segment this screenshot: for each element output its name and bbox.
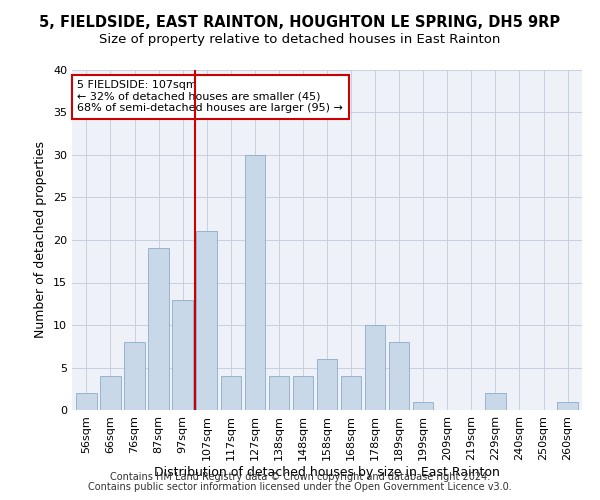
Bar xyxy=(148,248,169,410)
Bar xyxy=(341,376,361,410)
Bar xyxy=(293,376,313,410)
Bar xyxy=(172,300,193,410)
Text: Size of property relative to detached houses in East Rainton: Size of property relative to detached ho… xyxy=(100,32,500,46)
Bar xyxy=(413,402,433,410)
Bar xyxy=(485,393,506,410)
Bar xyxy=(196,232,217,410)
Text: Contains HM Land Registry data © Crown copyright and database right 2024.: Contains HM Land Registry data © Crown c… xyxy=(110,472,490,482)
Bar xyxy=(100,376,121,410)
Bar xyxy=(245,155,265,410)
X-axis label: Distribution of detached houses by size in East Rainton: Distribution of detached houses by size … xyxy=(154,466,500,478)
Bar xyxy=(269,376,289,410)
Bar xyxy=(389,342,409,410)
Bar xyxy=(317,359,337,410)
Text: 5 FIELDSIDE: 107sqm
← 32% of detached houses are smaller (45)
68% of semi-detach: 5 FIELDSIDE: 107sqm ← 32% of detached ho… xyxy=(77,80,343,114)
Bar xyxy=(124,342,145,410)
Text: Contains public sector information licensed under the Open Government Licence v3: Contains public sector information licen… xyxy=(88,482,512,492)
Bar xyxy=(365,325,385,410)
Text: 5, FIELDSIDE, EAST RAINTON, HOUGHTON LE SPRING, DH5 9RP: 5, FIELDSIDE, EAST RAINTON, HOUGHTON LE … xyxy=(40,15,560,30)
Bar xyxy=(557,402,578,410)
Bar xyxy=(221,376,241,410)
Y-axis label: Number of detached properties: Number of detached properties xyxy=(34,142,47,338)
Bar xyxy=(76,393,97,410)
